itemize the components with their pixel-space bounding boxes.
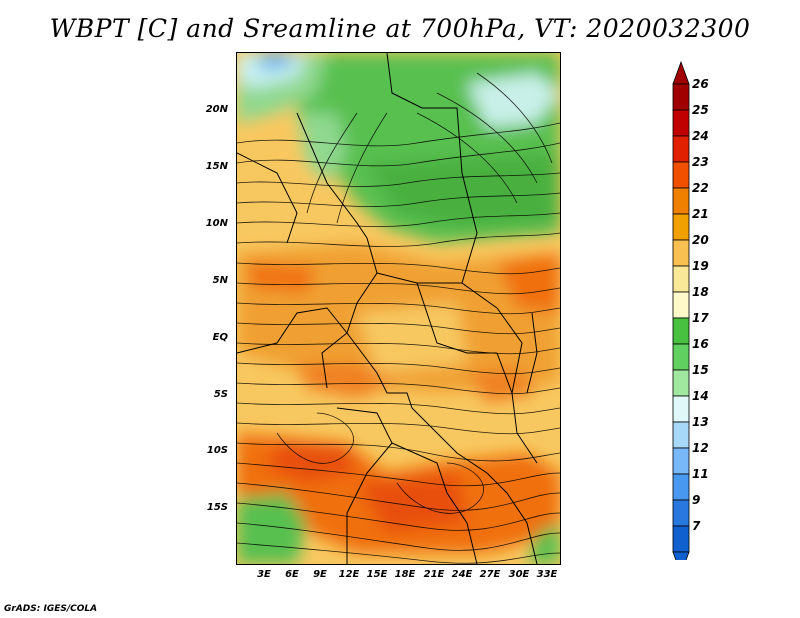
colorbar xyxy=(672,60,690,560)
lon-label-6e: 6E xyxy=(285,569,299,580)
map-panel xyxy=(236,52,561,565)
colorbar-cell xyxy=(672,525,690,553)
colorbar-cell xyxy=(672,395,690,423)
colorbar-cell xyxy=(672,109,690,137)
lon-label-24e: 24E xyxy=(451,569,473,580)
lat-label-20n: 20N xyxy=(205,104,228,115)
lat-label-eq: EQ xyxy=(212,332,228,343)
lon-label-15e: 15E xyxy=(366,569,388,580)
lat-label-5n: 5N xyxy=(212,275,228,286)
lon-label-9e: 9E xyxy=(313,569,327,580)
colorbar-label: 26 xyxy=(692,77,709,91)
colorbar-cell xyxy=(672,473,690,501)
colorbar-cell xyxy=(672,421,690,449)
wbpt-field-map xyxy=(237,53,560,564)
colorbar-label: 20 xyxy=(692,233,709,247)
colorbar-cell xyxy=(672,369,690,397)
colorbar-cell xyxy=(672,317,690,345)
colorbar-top-arrow xyxy=(672,60,690,85)
colorbar-cell xyxy=(672,83,690,111)
lat-label-10n: 10N xyxy=(205,218,228,229)
colorbar-bottom-arrow xyxy=(672,551,690,560)
lon-label-27e: 27E xyxy=(479,569,501,580)
colorbar-cell xyxy=(672,499,690,527)
colorbar-label: 23 xyxy=(692,155,709,169)
colorbar-label: 15 xyxy=(692,363,709,377)
lon-label-21e: 21E xyxy=(423,569,445,580)
colorbar-label: 17 xyxy=(692,311,709,325)
colorbar-label: 16 xyxy=(692,337,709,351)
colorbar-label: 9 xyxy=(692,493,701,507)
colorbar-label: 12 xyxy=(692,441,709,455)
lat-label-15n: 15N xyxy=(205,161,228,172)
colorbar-label: 13 xyxy=(692,415,709,429)
lon-label-3e: 3E xyxy=(257,569,271,580)
colorbar-cell xyxy=(672,187,690,215)
lat-label-5s: 5S xyxy=(213,389,228,400)
colorbar-cell xyxy=(672,291,690,319)
colorbar-cell xyxy=(672,161,690,189)
colorbar-label: 24 xyxy=(692,129,709,143)
colorbar-label: 19 xyxy=(692,259,709,273)
colorbar-cell xyxy=(672,239,690,267)
colorbar-cell xyxy=(672,213,690,241)
lat-label-15s: 15S xyxy=(206,502,228,513)
lon-label-12e: 12E xyxy=(338,569,360,580)
colorbar-cell xyxy=(672,447,690,475)
map-title: WBPT [C] and Sreamline at 700hPa, VT: 20… xyxy=(49,14,751,43)
lon-label-18e: 18E xyxy=(394,569,416,580)
colorbar-cell xyxy=(672,135,690,163)
colorbar-label: 21 xyxy=(692,207,709,221)
colorbar-cell xyxy=(672,265,690,293)
colorbar-label: 7 xyxy=(692,519,701,533)
colorbar-label: 11 xyxy=(692,467,709,481)
lat-label-10s: 10S xyxy=(206,445,228,456)
colorbar-label: 14 xyxy=(692,389,709,403)
colorbar-label: 22 xyxy=(692,181,709,195)
lon-label-30e: 30E xyxy=(508,569,530,580)
colorbar-label: 25 xyxy=(692,103,709,117)
colorbar-cell xyxy=(672,343,690,371)
colorbar-label: 18 xyxy=(692,285,709,299)
grads-credit: GrADS: IGES/COLA xyxy=(4,604,98,614)
lon-label-33e: 33E xyxy=(536,569,558,580)
